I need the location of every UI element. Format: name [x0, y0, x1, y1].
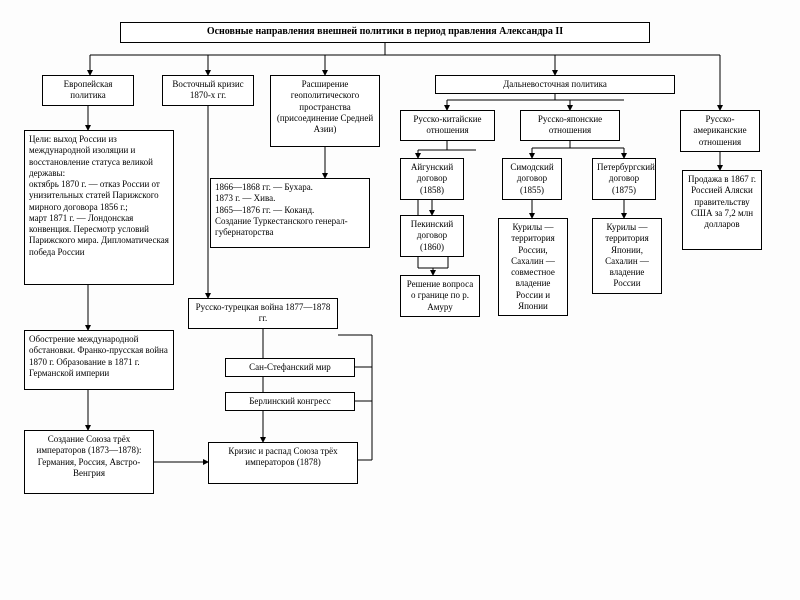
node-rk: Русско-китайские отношения [400, 110, 495, 141]
node-simod: Симодский договор (1855) [502, 158, 562, 200]
node-east: Восточный кризис 1870-х гг. [162, 75, 254, 106]
node-crisis: Кризис и распад Союза трёх императоров (… [208, 442, 358, 484]
node-asia: 1866—1868 гг. — Бухара.1873 г. — Хива.18… [210, 178, 370, 248]
node-alaska: Продажа в 1867 г. Россией Аляски правите… [682, 170, 762, 250]
node-sanstef: Сан-Стефанский мир [225, 358, 355, 377]
node-kuril2: Курилы — территория Японии, Сахалин — вл… [592, 218, 662, 294]
node-peterb: Петербургский договор (1875) [592, 158, 656, 200]
node-geo: Расширение геополитического пространства… [270, 75, 380, 147]
node-franco: Обострение международной обстановки. Фра… [24, 330, 174, 390]
node-union: Создание Союза трёх императоров (1873—18… [24, 430, 154, 494]
node-goals: Цели: выход России из международной изол… [24, 130, 174, 285]
node-rj: Русско-японские отношения [520, 110, 620, 141]
node-amur: Решение вопроса о границе по р. Амуру [400, 275, 480, 317]
node-rtwar: Русско-турецкая война 1877—1878 гг. [188, 298, 338, 329]
node-aigun: Айгунский договор (1858) [400, 158, 464, 200]
node-ra: Русско-американские отношения [680, 110, 760, 152]
node-berlin: Берлинский конгресс [225, 392, 355, 411]
node-euro: Европейская политика [42, 75, 134, 106]
node-fareast: Дальневосточная политика [435, 75, 675, 94]
node-pekin: Пекинский договор (1860) [400, 215, 464, 257]
node-title: Основные направления внешней политики в … [120, 22, 650, 43]
node-kuril1: Курилы — территория России, Сахалин — со… [498, 218, 568, 316]
